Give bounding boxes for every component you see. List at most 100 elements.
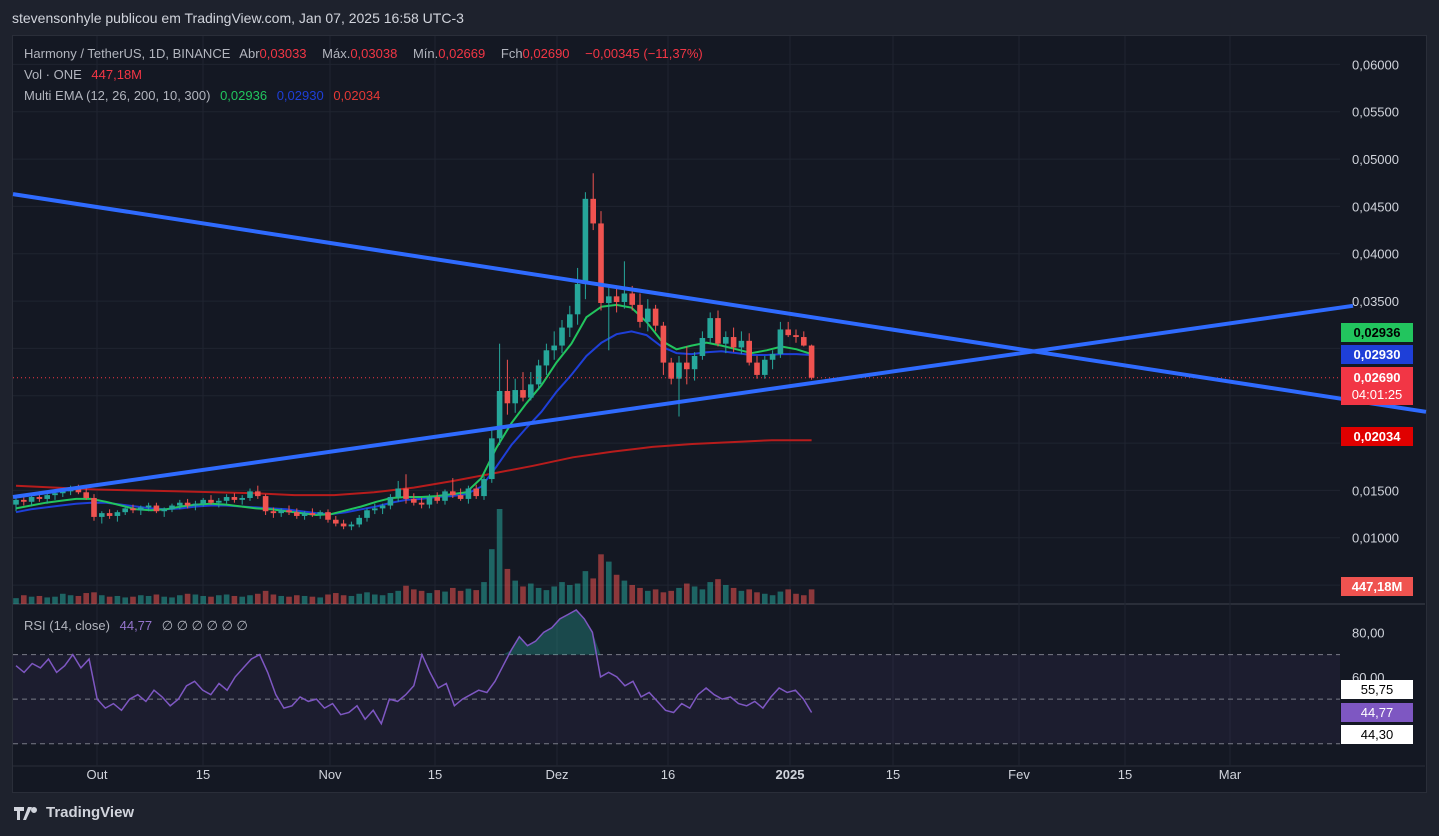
candle-body — [535, 365, 542, 385]
volume-bar — [793, 593, 799, 604]
volume-bar — [574, 583, 581, 604]
volume-bar — [660, 592, 667, 604]
candle-body — [676, 362, 682, 379]
volume-bar — [785, 589, 791, 604]
candle-body — [543, 350, 550, 366]
volume-bar — [340, 595, 347, 604]
rsi-label[interactable]: RSI (14, close) — [24, 618, 110, 633]
time-axis-label: Out — [87, 767, 108, 782]
candle-body — [574, 284, 581, 315]
volume-bar — [621, 580, 628, 604]
volume-bar — [582, 571, 589, 604]
volume-bar — [21, 595, 27, 604]
volume-bar — [192, 594, 199, 604]
candle-body — [660, 325, 667, 363]
rsi-placeholders: ∅ ∅ ∅ ∅ ∅ ∅ — [161, 618, 248, 633]
candle-body — [301, 513, 308, 516]
volume-bar — [434, 590, 440, 604]
price-axis-label: 0,04500 — [1352, 199, 1399, 214]
volume-bar — [145, 595, 152, 604]
volume-bar — [387, 593, 394, 604]
candle-body — [372, 508, 378, 511]
candle-body — [192, 503, 199, 506]
time-axis-label: Nov — [318, 767, 342, 782]
rsi-value: 44,77 — [119, 618, 153, 633]
candle-body — [590, 198, 596, 224]
volume-bar — [200, 595, 206, 604]
ema12-price-tag: 0,02936 — [1341, 323, 1413, 342]
price-axis-label: 0,05500 — [1352, 105, 1399, 120]
candle-body — [598, 223, 604, 303]
candle-body — [520, 390, 526, 398]
rsi-upper-tag: 55,75 — [1341, 680, 1413, 699]
candle-body — [793, 335, 799, 338]
candle-body — [738, 340, 745, 348]
candle-body — [36, 497, 43, 499]
ema12-value: 0,02936 — [220, 88, 268, 103]
candle-body — [216, 500, 222, 503]
volume-bar — [777, 591, 784, 604]
ema-label[interactable]: Multi EMA (12, 26, 200, 10, 300) — [24, 88, 211, 103]
ema200-line — [15, 439, 812, 497]
time-axis-label: 15 — [428, 767, 442, 782]
candle-body — [317, 512, 323, 516]
volume-bar — [364, 592, 370, 604]
open-value: 0,03033 — [259, 46, 307, 61]
volume-bar — [262, 590, 269, 604]
low-value: 0,02669 — [438, 46, 486, 61]
candle-body — [442, 491, 448, 501]
candle-body — [348, 524, 355, 527]
rsi-overbought-fill — [503, 610, 601, 655]
last-price-tag: 0,02690 04:01:25 — [1341, 367, 1413, 405]
symbol-title[interactable]: Harmony / TetherUS, 1D, BINANCE — [24, 46, 231, 61]
volume-bar — [106, 596, 113, 604]
volume-bar — [348, 595, 355, 604]
time-axis-label: 2025 — [776, 767, 805, 782]
tradingview-logo[interactable]: TradingView — [12, 804, 134, 821]
candle-body — [699, 337, 706, 356]
rsi-value-tag: 44,77 — [1341, 703, 1413, 722]
volume-legend: Vol · ONE 447,18M — [24, 67, 148, 82]
candle-body — [333, 519, 339, 524]
rsi-band-fill — [13, 654, 1340, 744]
candle-body — [637, 304, 643, 322]
volume-tag: 447,18M — [1341, 577, 1413, 596]
time-axis-label: Mar — [1219, 767, 1242, 782]
trendline-upper — [12, 192, 1427, 414]
volume-bar — [372, 594, 378, 604]
candle-body — [418, 502, 425, 505]
volume-bar — [496, 509, 503, 604]
volume-bar — [715, 579, 721, 604]
candle-body — [457, 495, 464, 499]
volume-bar — [598, 554, 604, 604]
volume-bar — [465, 588, 472, 604]
candle-body — [153, 505, 160, 512]
time-axis-label: Fev — [1008, 767, 1030, 782]
high-value: 0,03038 — [350, 46, 398, 61]
volume-label[interactable]: Vol · ONE — [24, 67, 82, 82]
chart-frame[interactable] — [12, 35, 1427, 793]
time-axis-label: 16 — [661, 767, 675, 782]
candle-body — [395, 488, 401, 498]
candle-body — [387, 497, 394, 506]
volume-bar — [567, 585, 573, 604]
candle-body — [730, 337, 737, 348]
volume-bar — [216, 595, 222, 604]
volume-bar — [512, 580, 518, 604]
volume-bar — [699, 589, 706, 604]
volume-bar — [286, 596, 292, 604]
ema-legend: Multi EMA (12, 26, 200, 10, 300) 0,02936… — [24, 88, 386, 103]
volume-bar — [114, 595, 121, 604]
candle-body — [52, 493, 58, 496]
candle-body — [231, 497, 238, 500]
publisher-line: stevensonhyle publicou em TradingView.co… — [12, 10, 464, 26]
candle-body — [434, 497, 440, 501]
volume-bar — [325, 594, 331, 604]
volume-bar — [769, 595, 776, 604]
candle-body — [379, 505, 386, 509]
candle-body — [613, 296, 620, 303]
candle-body — [91, 497, 97, 517]
volume-bar — [590, 578, 596, 604]
volume-bar — [645, 590, 651, 604]
